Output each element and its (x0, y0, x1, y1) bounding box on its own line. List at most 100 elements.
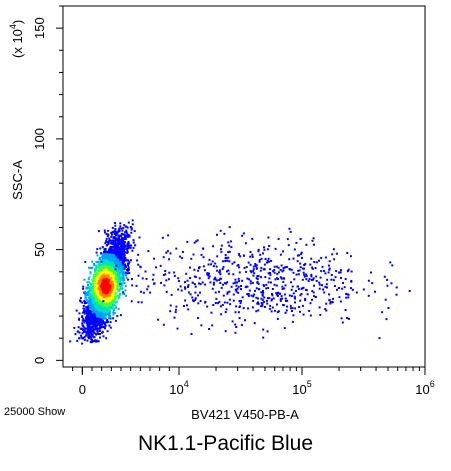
event-dot (275, 293, 278, 296)
event-dot (103, 313, 106, 316)
event-dot (111, 245, 114, 248)
event-dot (110, 305, 113, 308)
event-dot (324, 285, 327, 288)
event-dot (212, 304, 215, 306)
event-dot (292, 257, 295, 260)
event-dot (112, 240, 115, 243)
event-dot (297, 269, 300, 272)
event-dot (279, 269, 282, 271)
event-dot (117, 241, 120, 244)
event-dot (178, 280, 180, 283)
event-dot (249, 280, 252, 283)
y-tick-label: 100 (32, 128, 47, 150)
event-dot (110, 264, 113, 267)
event-dot (367, 294, 370, 297)
event-dot (106, 269, 109, 272)
event-dot (96, 266, 99, 269)
event-dot (204, 300, 207, 303)
event-dot (110, 297, 113, 300)
event-dot (114, 228, 117, 230)
event-dot (102, 304, 105, 307)
event-dot (90, 336, 93, 339)
event-dot (215, 265, 218, 268)
event-dot (350, 280, 353, 283)
event-dot (95, 296, 98, 299)
event-dot (98, 266, 101, 268)
event-dot (270, 299, 273, 302)
event-dot (263, 246, 265, 249)
event-dot (210, 263, 213, 266)
event-dot (102, 290, 105, 293)
event-dot (113, 242, 116, 245)
event-dot (96, 307, 99, 310)
event-dot (103, 285, 106, 288)
event-dot (118, 230, 121, 233)
event-dot (290, 295, 293, 298)
event-dot (183, 305, 185, 307)
event-dot (116, 281, 119, 284)
event-dot (288, 294, 291, 297)
event-dot (234, 331, 237, 334)
event-dot (100, 305, 103, 308)
event-dot (123, 237, 126, 240)
event-dot (118, 257, 121, 260)
event-dot (122, 277, 125, 280)
event-dot (118, 295, 121, 297)
event-dot (270, 298, 273, 301)
event-dot (263, 296, 266, 299)
event-dot (321, 265, 324, 268)
event-dot (224, 254, 227, 257)
event-dot (95, 317, 98, 320)
event-dot (118, 289, 121, 291)
event-dot (138, 236, 141, 239)
event-dot (82, 329, 85, 331)
event-dot (231, 262, 234, 265)
event-dot (99, 291, 102, 294)
event-dot (238, 271, 241, 274)
event-dot (263, 300, 265, 303)
event-dot (88, 276, 91, 279)
event-dot (120, 255, 123, 258)
event-dot (89, 319, 92, 322)
event-dot (117, 264, 120, 266)
event-dot (109, 280, 112, 282)
event-dot (88, 288, 91, 291)
event-dot (91, 311, 94, 314)
event-dot (367, 279, 370, 282)
event-dot (228, 226, 231, 229)
event-dot (239, 302, 242, 305)
event-dot (245, 266, 248, 268)
event-dot (117, 248, 120, 251)
event-dot (104, 272, 107, 275)
event-dot (175, 247, 178, 250)
event-dot (124, 289, 127, 292)
event-dot (102, 259, 105, 261)
event-dot (92, 295, 95, 298)
event-dot (103, 301, 106, 303)
event-dot (84, 260, 87, 263)
event-dot (107, 233, 110, 236)
event-dot (226, 292, 229, 295)
event-dot (238, 317, 241, 320)
event-dot (99, 272, 102, 275)
event-dot (291, 307, 294, 310)
event-dot (104, 254, 107, 257)
event-dot (193, 275, 196, 278)
event-dot (78, 312, 81, 315)
event-dot (284, 284, 287, 287)
event-dot (153, 282, 156, 285)
event-dot (238, 305, 241, 308)
event-dot (108, 250, 110, 253)
event-dot (126, 243, 129, 246)
event-dot (218, 271, 221, 274)
event-dot (106, 310, 109, 313)
event-dot (115, 234, 117, 237)
event-dot (119, 249, 122, 252)
event-dot (255, 310, 258, 313)
event-dot (208, 258, 211, 261)
event-dot (232, 282, 235, 285)
event-dot (121, 240, 124, 243)
event-dot (116, 294, 119, 297)
event-dot (283, 287, 286, 290)
event-dot (89, 271, 92, 274)
